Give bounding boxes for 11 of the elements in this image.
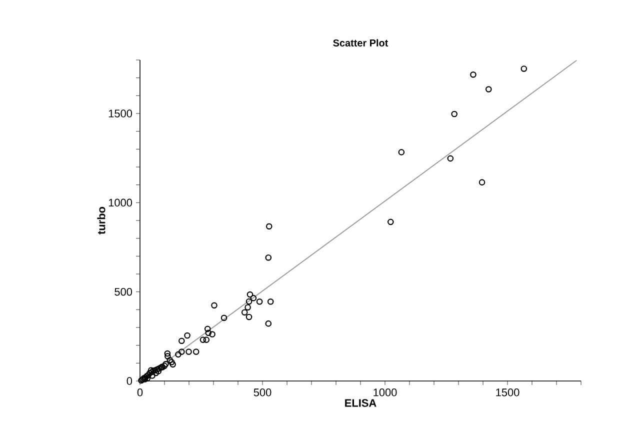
y-tick-label: 1000 (108, 198, 132, 207)
y-tick-label: 0 (126, 377, 132, 385)
x-tick-label: 1000 (374, 388, 397, 396)
x-tick-label: 0 (137, 388, 143, 396)
x-tick-label: 1500 (496, 388, 520, 396)
x-tick-label: 500 (254, 388, 272, 396)
y-tick-label: 500 (114, 288, 132, 296)
y-axis-title: turbo (97, 206, 106, 234)
x-axis-title: ELISA (345, 399, 376, 407)
chart-title: Scatter Plot (333, 39, 388, 46)
y-tick-label: 1500 (108, 110, 132, 118)
